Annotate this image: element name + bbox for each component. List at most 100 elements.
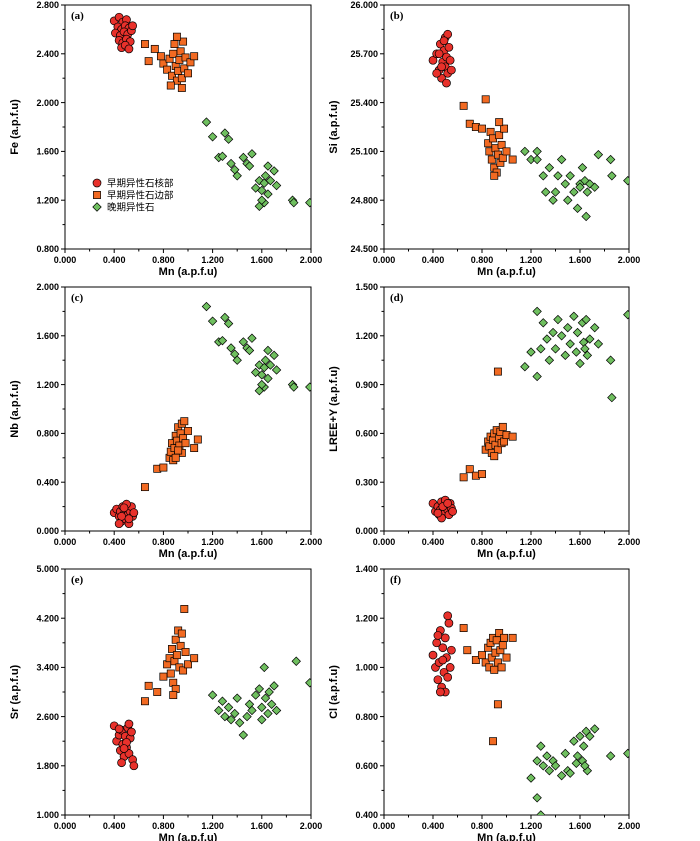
data-point-rim xyxy=(168,71,176,80)
data-point-core xyxy=(447,65,456,75)
data-point-late xyxy=(532,306,542,317)
data-point-rim xyxy=(172,32,181,41)
data-point-late xyxy=(263,345,273,356)
data-point-late xyxy=(585,179,595,189)
y-axis-title: Si (a.p.f.u) xyxy=(328,100,340,154)
data-point-rim xyxy=(180,417,189,426)
data-point-rim xyxy=(181,439,190,448)
y-tick-label: 0.600 xyxy=(355,761,378,771)
data-point-late xyxy=(242,711,252,722)
data-point-rim xyxy=(166,669,175,678)
panel-a: 0.000 0.400 0.800 1.200 1.600 2.000 0.800 1.200… xyxy=(9,0,322,278)
y-tick-label: 4.200 xyxy=(36,613,59,623)
data-point-rim xyxy=(478,470,486,479)
data-point-rim xyxy=(490,171,499,180)
data-point-late xyxy=(217,696,228,706)
data-point-rim xyxy=(493,445,502,454)
data-point-late xyxy=(542,751,552,761)
data-point-late xyxy=(217,151,228,161)
data-point-core xyxy=(114,724,124,734)
data-point-core xyxy=(436,687,445,697)
panel-f: 0.000 0.400 0.800 1.200 1.600 2.0000.4000.600… xyxy=(328,564,640,841)
panel-d: 0.000 0.400 0.800 1.200 1.600 2.000 0.000 0.300… xyxy=(328,282,640,560)
data-point-core xyxy=(114,519,124,529)
data-point-late xyxy=(223,318,234,329)
data-point-rim xyxy=(179,37,188,46)
data-point-late xyxy=(593,149,604,160)
data-point-late xyxy=(607,171,617,181)
x-tick-label: 1.200 xyxy=(520,255,543,265)
data-point-late xyxy=(201,301,212,312)
data-point-late xyxy=(520,362,530,372)
data-point-rim xyxy=(490,665,499,674)
data-point-core xyxy=(445,663,455,672)
data-point-late xyxy=(563,322,573,333)
x-tick-label: 0.400 xyxy=(422,255,445,265)
data-point-rim xyxy=(180,605,189,613)
data-point-rim xyxy=(176,47,185,56)
data-point-late xyxy=(289,382,299,392)
y-tick-label: 24.800 xyxy=(350,195,378,205)
data-point-late xyxy=(223,702,234,713)
data-point-core xyxy=(444,618,454,628)
data-point-late xyxy=(544,355,555,365)
data-point-rim xyxy=(508,432,517,441)
y-axis-title: LREE+Y (a.p.f.u) xyxy=(328,366,340,452)
x-tick-label: 0.000 xyxy=(373,821,396,831)
data-point-rim xyxy=(500,437,509,446)
data-point-rim xyxy=(190,52,199,61)
data-point-core xyxy=(117,758,126,768)
data-point-late xyxy=(538,761,548,771)
data-point-core xyxy=(447,645,456,655)
data-point-late xyxy=(526,347,536,357)
data-point-rim xyxy=(489,737,497,746)
x-tick-label: 2.000 xyxy=(618,821,641,831)
data-point-late xyxy=(207,132,218,142)
data-point-rim xyxy=(193,435,202,444)
data-point-late xyxy=(247,149,257,159)
data-point-late xyxy=(572,327,583,338)
data-point-rim xyxy=(144,57,153,66)
data-point-late xyxy=(238,730,249,740)
data-point-late xyxy=(536,741,546,751)
data-point-late xyxy=(532,371,542,382)
data-point-late xyxy=(532,154,542,165)
data-point-late xyxy=(234,718,245,728)
data-point-late xyxy=(538,318,548,328)
data-point-rim xyxy=(498,422,507,431)
data-point-late xyxy=(582,187,593,197)
data-point-late xyxy=(550,187,561,197)
legend-label-core: 早期异性石核部 xyxy=(107,178,174,190)
data-point-core xyxy=(127,727,136,737)
data-point-late xyxy=(550,761,561,771)
data-point-core xyxy=(442,78,451,88)
data-point-late xyxy=(201,117,212,127)
data-point-rim xyxy=(478,651,486,660)
data-point-late xyxy=(565,339,575,349)
data-point-rim xyxy=(181,53,190,62)
data-point-rim xyxy=(156,52,165,61)
x-tick-label: 0.400 xyxy=(103,255,126,265)
data-point-rim xyxy=(141,40,149,48)
data-point-rim xyxy=(144,681,153,690)
y-tick-label: 1.200 xyxy=(36,380,59,390)
x-tick-label: 2.000 xyxy=(300,255,323,265)
data-point-core xyxy=(433,675,443,685)
data-point-late xyxy=(580,761,590,771)
data-point-late xyxy=(305,382,311,392)
series-core xyxy=(109,12,137,54)
y-tick-label: 0.600 xyxy=(355,429,378,439)
data-point-rim xyxy=(493,367,502,376)
y-tick-label: 0.400 xyxy=(36,477,59,487)
data-point-rim xyxy=(179,666,188,675)
data-point-late xyxy=(590,322,600,333)
data-point-rim xyxy=(478,124,486,133)
y-axis-title: Nb (a.p.f.u) xyxy=(9,380,21,438)
data-point-late xyxy=(220,312,230,323)
panel-tag: (b) xyxy=(390,10,404,22)
data-point-late xyxy=(581,211,591,222)
series-rim xyxy=(141,605,199,706)
data-point-rim xyxy=(171,635,180,644)
y-tick-label: 26.000 xyxy=(350,0,378,10)
